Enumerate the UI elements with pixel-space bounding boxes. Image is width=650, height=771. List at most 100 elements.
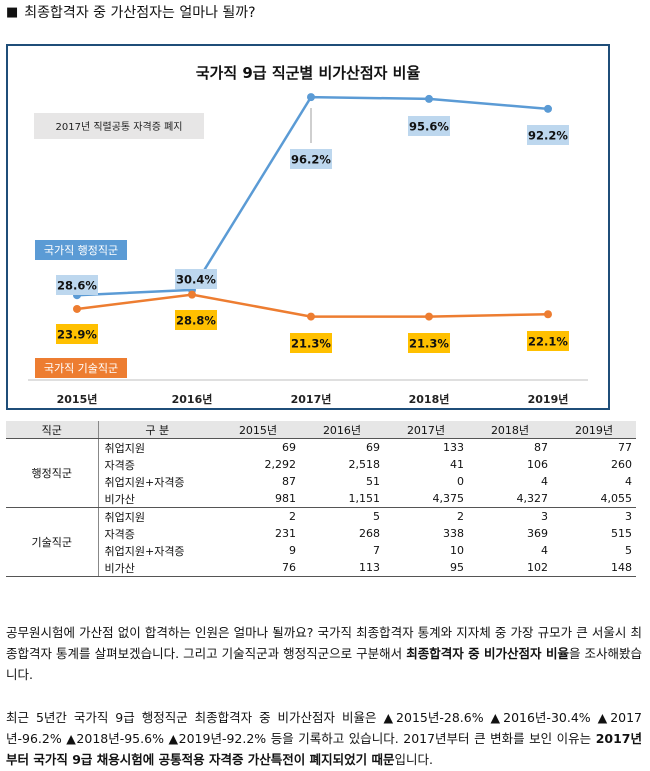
value-cell: 51	[366, 475, 380, 488]
value-cell: 0	[457, 475, 464, 488]
annotation-box: 2017년 직렬공통 자격증 폐지	[34, 113, 204, 139]
tech-label-bg	[56, 324, 98, 344]
value-cell: 4	[541, 544, 548, 557]
x-tick-label: 2017년	[291, 392, 332, 406]
value-cell: 87	[282, 475, 296, 488]
value-cell: 69	[282, 441, 296, 454]
value-cell: 2,518	[348, 458, 381, 471]
section-heading: ■ 최종합격자 중 가산점자는 얼마나 될까?	[6, 2, 256, 22]
value-cell: 981	[216, 490, 300, 508]
table-row: 자격증 2,292 2,518 41 106 260	[6, 456, 636, 473]
paragraph-1: 공무원시험에 가산점 없이 합격하는 인원은 얼마나 될까요? 국가직 최종합격…	[6, 622, 642, 685]
admin-label-bg	[56, 275, 98, 295]
value-cell: 69	[366, 441, 380, 454]
value-cell: 4,375	[384, 490, 468, 508]
admin-point	[544, 104, 552, 113]
tech-point	[544, 310, 552, 319]
admin-point	[307, 93, 315, 102]
value-cell: 1,151	[300, 490, 384, 508]
tech-point	[188, 290, 196, 299]
item-cell: 취업지원	[104, 510, 145, 524]
item-cell: 취업지원+자격증	[104, 544, 185, 558]
table-row: 비가산 981 1,151 4,375 4,327 4,055	[6, 490, 636, 508]
value-cell: 338	[443, 527, 464, 540]
data-table: 직군 구 분 2015년 2016년 2017년 2018년 2019년 행정직…	[6, 421, 636, 577]
legend-tech: 국가직 기술직군	[35, 358, 127, 378]
admin-label-bg	[527, 125, 569, 145]
table-row: 자격증 231 268 338 369 515	[6, 525, 636, 542]
header-cell: 2016년	[300, 421, 384, 439]
value-cell: 87	[534, 441, 548, 454]
chart-canvas: 국가직 9급 직군별 비가산점자 비율 2017년 직렬공통 자격증 폐지 28…	[28, 64, 588, 406]
header-cell: 직군	[6, 421, 99, 439]
value-cell: 102	[468, 559, 552, 577]
tech-label-bg	[527, 331, 569, 351]
value-cell: 4,327	[468, 490, 552, 508]
value-cell: 5	[373, 510, 380, 523]
tech-data-label: 23.9%	[57, 328, 97, 342]
tech-data-label: 22.1%	[528, 335, 568, 349]
legend-admin-swatch	[35, 240, 127, 260]
table-body: 행정직군 취업지원 69 69 133 87 77 자격증 2,292 2,518 41 106 260…	[6, 438, 636, 577]
admin-data-label: 28.6%	[57, 279, 97, 293]
item-cell: 자격증	[104, 458, 135, 472]
square-bullet-icon: ■	[6, 4, 19, 20]
value-cell: 77	[618, 441, 632, 454]
paragraph-1-tail: 을 조사해봤습니다.	[6, 646, 643, 682]
value-cell: 133	[443, 441, 464, 454]
value-cell: 2,292	[264, 458, 297, 471]
table-row: 취업지원+자격증 87 51 0 4 4	[6, 473, 636, 490]
value-cell: 7	[373, 544, 380, 557]
group-cell: 행정직군	[6, 438, 99, 508]
value-cell: 106	[527, 458, 548, 471]
item-cell: 비가산	[98, 490, 216, 508]
value-cell: 2	[457, 510, 464, 523]
table-row: 기술직군 취업지원 2 5 2 3 3	[6, 507, 636, 577]
value-cell: 76	[216, 559, 300, 577]
header-cell: 2019년	[552, 421, 636, 439]
tech-data-label: 21.3%	[291, 337, 331, 351]
header-cell: 2018년	[468, 421, 552, 439]
value-cell: 369	[527, 527, 548, 540]
admin-label-bg	[408, 116, 450, 136]
annotation-bg	[34, 113, 204, 139]
admin-data-label: 95.6%	[409, 120, 449, 134]
tech-label-bg	[290, 333, 332, 353]
paragraph-2: 최근 5년간 국가직 9급 행정직군 최종합격자 중 비가산점자 비율은 ▲20…	[6, 707, 642, 770]
x-tick-label: 2019년	[528, 392, 569, 406]
legend-admin: 국가직 행정직군	[35, 240, 127, 260]
item-cell: 취업지원	[104, 441, 145, 455]
table-row: 비가산 76 113 95 102 148	[6, 559, 636, 577]
tech-point	[73, 304, 81, 313]
value-cell: 231	[275, 527, 296, 540]
paragraph-2-tail: 입니다.	[394, 752, 433, 767]
value-cell: 95	[384, 559, 468, 577]
admin-point	[425, 94, 433, 103]
x-tick-label: 2018년	[409, 392, 450, 406]
tech-label-bg	[408, 333, 450, 353]
legend-tech-label: 국가직 기술직군	[44, 362, 118, 375]
value-cell: 2	[289, 510, 296, 523]
value-cell: 4,055	[552, 490, 636, 508]
item-cell: 비가산	[98, 559, 216, 577]
group-cell: 기술직군	[6, 507, 99, 577]
admin-data-label: 92.2%	[528, 129, 568, 143]
value-cell: 41	[450, 458, 464, 471]
admin-data-label: 30.4%	[176, 273, 216, 287]
value-cell: 4	[541, 475, 548, 488]
legend-tech-swatch	[35, 358, 127, 378]
tech-label-bg	[175, 310, 217, 330]
value-cell: 113	[300, 559, 384, 577]
value-cell: 260	[611, 458, 632, 471]
value-cell: 515	[611, 527, 632, 540]
value-cell: 3	[625, 510, 632, 523]
header-cell: 2017년	[384, 421, 468, 439]
table-row: 행정직군 취업지원 69 69 133 87 77	[6, 438, 636, 508]
chart-title: 국가직 9급 직군별 비가산점자 비율	[196, 64, 421, 82]
admin-data-label: 96.2%	[291, 153, 331, 167]
legend-admin-label: 국가직 행정직군	[44, 244, 118, 257]
line-chart: 국가직 9급 직군별 비가산점자 비율 2017년 직렬공통 자격증 폐지 28…	[6, 44, 610, 410]
item-cell: 취업지원+자격증	[104, 475, 185, 489]
paragraph-2-text: 최근 5년간 국가직 9급 행정직군 최종합격자 중 비가산점자 비율은 ▲20…	[6, 710, 642, 746]
header-cell: 구 분	[98, 421, 216, 439]
